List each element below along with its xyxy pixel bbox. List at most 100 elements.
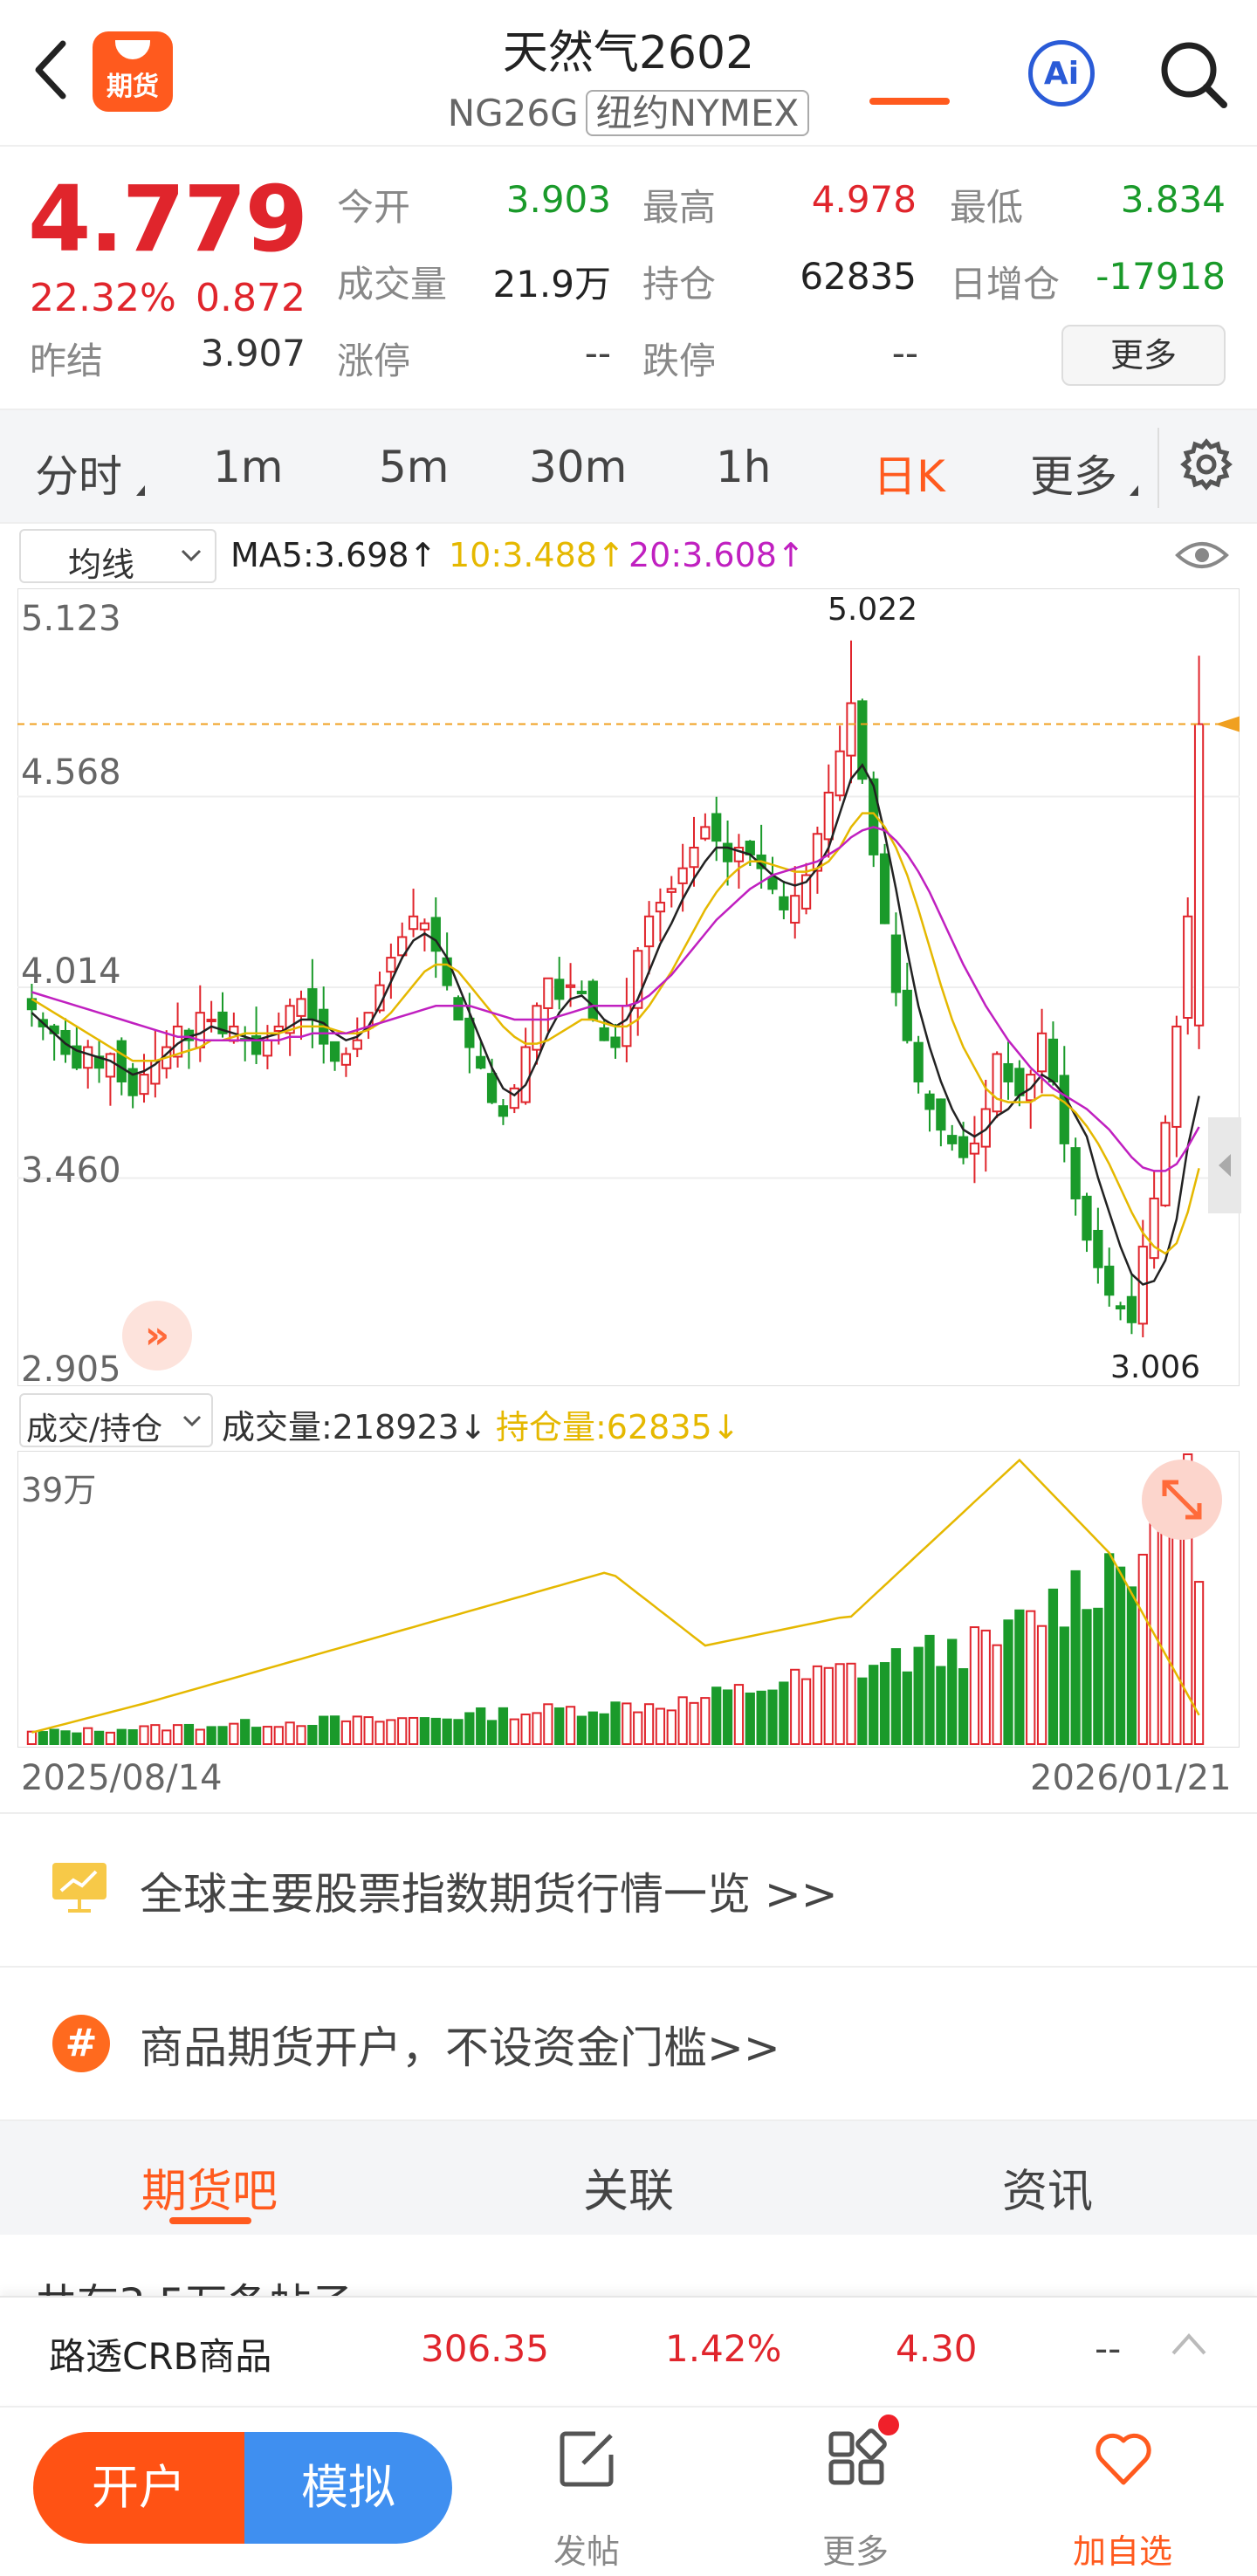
volume-bar xyxy=(1183,1453,1193,1745)
candle-body xyxy=(397,936,408,957)
volume-bar xyxy=(217,1726,228,1746)
tab-more[interactable]: 更多 xyxy=(1030,451,1117,502)
volume-bar xyxy=(285,1721,295,1745)
candle-body xyxy=(1082,1195,1092,1241)
candle-body xyxy=(498,1105,509,1117)
volume-bar xyxy=(419,1717,430,1746)
candle-body xyxy=(790,895,800,924)
candle-body xyxy=(857,700,868,780)
tab-time-sharing[interactable]: 分时 xyxy=(35,451,122,502)
candle-body xyxy=(251,1035,262,1055)
daily-oi-change-label: 日增仓 xyxy=(950,263,1061,306)
volume-bar xyxy=(1160,1520,1171,1746)
y-tick-label: 4.568 xyxy=(21,752,121,793)
volume-bar xyxy=(902,1671,912,1746)
fast-forward-icon[interactable]: » xyxy=(122,1301,192,1370)
indicator-select[interactable]: 均线 xyxy=(19,529,216,584)
chevron-up-icon[interactable] xyxy=(1170,2331,1208,2357)
candle-body xyxy=(913,1041,924,1082)
volume-bar xyxy=(643,1703,655,1746)
candle-body xyxy=(969,1142,980,1155)
side-panel-toggle[interactable] xyxy=(1208,1117,1241,1213)
expand-icon[interactable] xyxy=(1142,1460,1222,1540)
low-value: 3.834 xyxy=(1120,178,1226,221)
start-date-label: 2025/08/14 xyxy=(21,1758,223,1798)
volume-bar xyxy=(958,1668,969,1746)
volume-bar xyxy=(1093,1607,1103,1745)
candle-body xyxy=(1126,1295,1137,1323)
volume-value-text: 成交量:218923↓ xyxy=(222,1408,487,1446)
caret-icon xyxy=(1130,485,1138,496)
volume-bar xyxy=(83,1727,93,1745)
tab-30m[interactable]: 30m xyxy=(529,442,628,492)
kline-chart[interactable] xyxy=(17,588,1240,1386)
volume-chart[interactable] xyxy=(17,1451,1240,1748)
candle-body xyxy=(924,1093,935,1110)
volume-bar xyxy=(633,1711,643,1745)
volume-bar xyxy=(745,1692,755,1745)
eye-icon[interactable] xyxy=(1175,536,1229,574)
candle-body xyxy=(633,950,643,1009)
promo-index-futures[interactable]: 全球主要股票指数期货行情一览 >> xyxy=(0,1812,1257,1964)
change-percent: 22.32% xyxy=(30,276,176,320)
candle-body xyxy=(576,990,587,994)
candle-body xyxy=(520,1046,531,1103)
tab-futures-forum[interactable]: 期货吧 xyxy=(141,2166,278,2218)
gear-icon[interactable] xyxy=(1178,436,1234,492)
back-arrow-icon[interactable] xyxy=(26,35,79,105)
y-tick-label: 5.123 xyxy=(21,599,121,639)
tab-daily-k[interactable]: 日K xyxy=(873,451,945,502)
candle-body xyxy=(700,826,711,840)
candle-body xyxy=(902,989,912,1041)
volume-bar xyxy=(532,1712,542,1745)
candle-body xyxy=(666,888,677,893)
promo-open-account[interactable]: 商品期货开户，不设资金门槛>> xyxy=(0,1966,1257,2118)
candle-body xyxy=(1014,1068,1025,1096)
search-icon[interactable] xyxy=(1154,35,1233,113)
current-price-marker xyxy=(1215,716,1240,732)
volume-bar xyxy=(26,1730,38,1746)
volume-indicator-select[interactable]: 成交/持仓 xyxy=(19,1393,213,1447)
simulate-button[interactable]: 模拟 xyxy=(244,2432,452,2544)
volume-bar xyxy=(800,1678,812,1746)
page-title: 天然气2602 xyxy=(502,27,755,79)
volume-bar xyxy=(722,1689,733,1745)
volume-bar xyxy=(1003,1619,1013,1745)
y-tick-label: 2.905 xyxy=(21,1350,121,1390)
volume-bar xyxy=(520,1714,531,1746)
volume-bar xyxy=(453,1719,464,1745)
candle-body xyxy=(273,1025,284,1033)
related-ticker-row[interactable]: 路透CRB商品 306.35 1.42% 4.30 -- xyxy=(0,2296,1257,2404)
tab-news[interactable]: 资讯 xyxy=(1001,2166,1093,2218)
volume-bar xyxy=(1026,1610,1036,1745)
open-value: 3.903 xyxy=(505,178,611,221)
tab-related[interactable]: 关联 xyxy=(582,2166,674,2218)
volume-bar xyxy=(195,1728,205,1746)
candle-body xyxy=(116,1040,127,1082)
volume-bar xyxy=(352,1715,362,1745)
candle-body xyxy=(677,867,688,884)
end-date-label: 2026/01/21 xyxy=(1030,1758,1232,1798)
limit-up-value: -- xyxy=(584,332,611,374)
promo-text: 全球主要股票指数期货行情一览 >> xyxy=(140,1869,838,1920)
tab-1m[interactable]: 1m xyxy=(213,442,284,492)
candle-body xyxy=(1003,1062,1013,1082)
ai-assistant-button[interactable]: Ai xyxy=(1028,40,1095,106)
volume-bar xyxy=(677,1696,688,1746)
volume-bar xyxy=(576,1715,587,1746)
volume-bar xyxy=(1070,1570,1081,1745)
open-account-button[interactable]: 开户 xyxy=(33,2432,244,2544)
candle-body xyxy=(464,1017,475,1048)
volume-bar xyxy=(790,1668,800,1746)
tab-5m[interactable]: 5m xyxy=(379,442,450,492)
volume-bar xyxy=(869,1665,879,1745)
volume-bar xyxy=(408,1716,419,1745)
more-label: 更多 xyxy=(821,2532,889,2571)
expand-arrows-icon xyxy=(1162,1480,1202,1520)
candle-body xyxy=(1115,1305,1126,1310)
volume-bar xyxy=(38,1731,48,1746)
candle-body xyxy=(296,998,306,1017)
volume-bar xyxy=(150,1724,161,1745)
tab-1h[interactable]: 1h xyxy=(716,442,772,492)
more-stats-button[interactable]: 更多 xyxy=(1061,325,1226,386)
